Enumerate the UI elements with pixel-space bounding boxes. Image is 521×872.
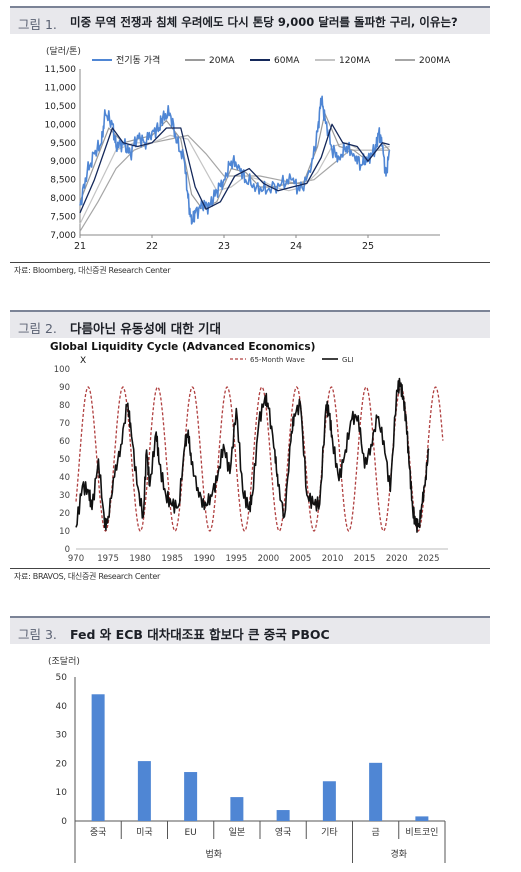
legend-label: 65-Month Wave — [250, 356, 305, 364]
y-tick-label: 40 — [59, 473, 70, 483]
x-tick-label: 1975 — [97, 554, 119, 564]
chart-title: Global Liquidity Cycle (Advanced Economi… — [50, 341, 315, 353]
figure-3-number: 그림 3. — [18, 627, 57, 642]
x-tick-label: 22 — [146, 241, 158, 252]
figure-1-title: 미중 무역 전쟁과 침체 우려에도 다시 톤당 9,000 달러를 돌파한 구리… — [70, 15, 458, 29]
x-tick-label: 970 — [68, 554, 84, 564]
series-line-2 — [79, 123, 390, 214]
legend-label: 120MA — [339, 56, 371, 66]
x-tick-label: 1995 — [226, 554, 248, 564]
y-tick-label: 11,000 — [45, 83, 77, 93]
y-tick-label: 40 — [56, 702, 68, 712]
x-tick-label: 2015 — [354, 554, 376, 564]
y-tick-label: 90 — [59, 383, 70, 393]
x-tick-label: 23 — [218, 241, 230, 252]
figure-3-title: Fed 와 ECB 대차대조표 합보다 큰 중국 PBOC — [70, 627, 330, 642]
category-label: 일본 — [229, 827, 246, 838]
x-tick-label: 2000 — [258, 554, 280, 564]
bar-5 — [322, 781, 336, 821]
figure-1-number: 그림 1. — [18, 17, 57, 32]
y-tick-label: 60 — [59, 437, 70, 447]
wave-series-line — [75, 386, 444, 532]
figure-1-source-divider — [10, 262, 490, 263]
y-tick-label: 50 — [56, 673, 68, 683]
figure-1-titlebar: 그림 1. 미중 무역 전쟁과 침체 우려에도 다시 톤당 9,000 달러를 … — [10, 6, 490, 34]
y-tick-label: 9,500 — [50, 139, 76, 149]
legend-label: GLI — [342, 356, 353, 364]
y-tick-label: 100 — [54, 365, 70, 375]
category-label: 비트코인 — [405, 827, 438, 838]
y-axis-marker: X — [80, 356, 86, 366]
x-tick-label: 2020 — [386, 554, 408, 564]
x-tick-label: 1985 — [161, 554, 183, 564]
y-tick-label: 20 — [56, 759, 68, 769]
bar-0 — [91, 694, 105, 821]
y-tick-label: 9,000 — [50, 157, 76, 167]
group-label: 법화 — [205, 849, 222, 860]
series-line-0 — [79, 95, 391, 225]
legend-label: 60MA — [274, 56, 300, 66]
category-label: 영국 — [275, 827, 292, 838]
y-tick-label: 0 — [61, 817, 67, 827]
y-tick-label: 8,500 — [50, 176, 76, 186]
y-tick-label: 10 — [59, 527, 70, 537]
y-tick-label: 50 — [59, 455, 70, 465]
y-tick-label: 7,500 — [50, 213, 76, 223]
figure-2-source: 자료: BRAVOS, 대신증권 Research Center — [14, 572, 160, 581]
group-label: 경화 — [390, 848, 407, 860]
category-label: 중국 — [90, 827, 107, 838]
x-tick-label: 2010 — [322, 554, 344, 564]
y-axis-unit: (달러/톤) — [46, 45, 81, 57]
x-tick-label: 1990 — [193, 554, 215, 564]
legend-label: 200MA — [419, 56, 451, 66]
figure-1: 그림 1. 미중 무역 전쟁과 침체 우려에도 다시 톤당 9,000 달러를 … — [0, 0, 521, 285]
bar-1 — [137, 761, 151, 821]
bar-4 — [276, 810, 290, 821]
figure-2: 그림 2. 다름아닌 유동성에 대한 기대 Global Liquidity C… — [10, 310, 490, 581]
y-tick-label: 11,500 — [45, 65, 77, 75]
figure-2-titlebar: 그림 2. 다름아닌 유동성에 대한 기대 — [10, 310, 490, 338]
y-tick-label: 0 — [65, 545, 70, 555]
x-tick-label: 25 — [362, 241, 374, 252]
y-tick-label: 10 — [56, 788, 68, 798]
category-label: EU — [184, 828, 196, 838]
figure-3-titlebar: 그림 3. Fed 와 ECB 대차대조표 합보다 큰 중국 PBOC — [10, 616, 490, 644]
category-label: 기타 — [321, 827, 338, 838]
x-tick-label: 2025 — [418, 554, 440, 564]
figure-1-source: 자료: Bloomberg, 대신증권 Research Center — [14, 266, 171, 275]
figure-2-number: 그림 2. — [18, 321, 57, 336]
y-axis-unit: (조달러) — [48, 655, 80, 667]
legend-label: 20MA — [209, 56, 235, 66]
legend-label: 전기동 가격 — [116, 54, 160, 66]
y-tick-label: 30 — [56, 731, 68, 741]
y-tick-label: 7,000 — [50, 231, 76, 241]
y-tick-label: 20 — [59, 509, 70, 519]
x-tick-label: 21 — [74, 241, 86, 252]
figure-2-source-divider — [10, 568, 490, 569]
bar-6 — [369, 762, 383, 821]
x-tick-label: 24 — [290, 241, 302, 252]
y-tick-label: 30 — [59, 491, 70, 501]
y-tick-label: 80 — [59, 401, 70, 411]
category-label: 미국 — [136, 827, 153, 838]
x-tick-label: 2005 — [290, 554, 312, 564]
y-tick-label: 10,000 — [45, 120, 77, 130]
bar-2 — [184, 772, 198, 821]
y-tick-label: 8,000 — [50, 194, 76, 204]
y-tick-label: 70 — [59, 419, 70, 429]
y-tick-label: 10,500 — [45, 102, 77, 112]
gli-series-line — [75, 377, 430, 533]
bar-7 — [415, 816, 429, 821]
category-label: 금 — [371, 827, 379, 838]
liquidity-cycle-chart: Global Liquidity Cycle (Advanced Economi… — [50, 341, 448, 564]
bar-3 — [230, 797, 244, 821]
copper-price-chart: (달러/톤) 7,000 7,500 8,000 8,500 9,000 9,500 10,0… — [45, 45, 451, 252]
x-tick-label: 1980 — [129, 554, 151, 564]
figure-2-title: 다름아닌 유동성에 대한 기대 — [70, 321, 222, 336]
